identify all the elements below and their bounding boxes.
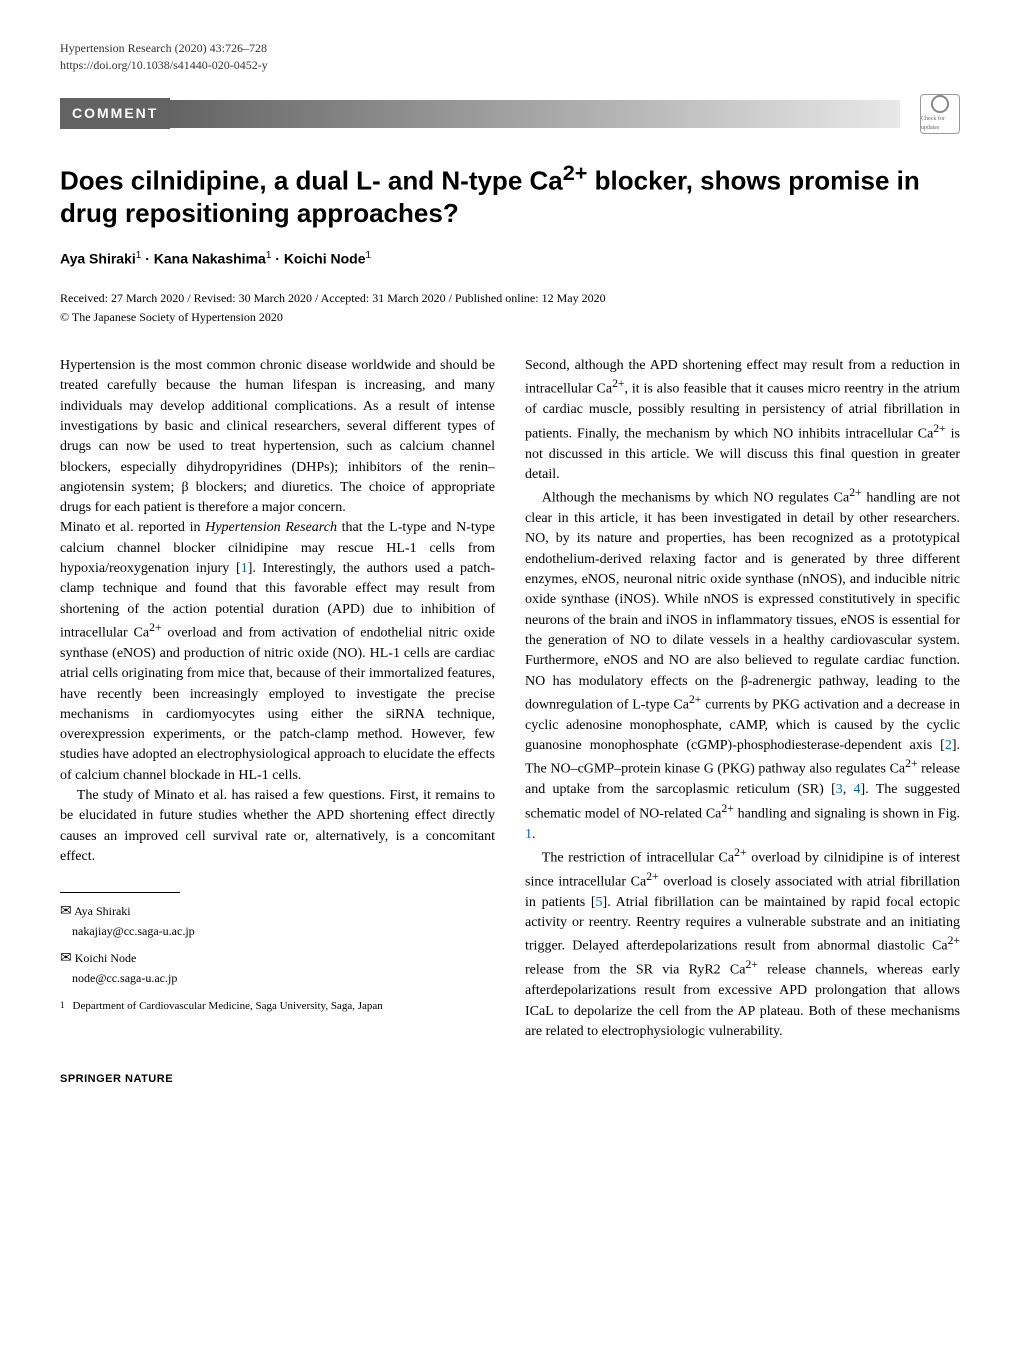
corresponding-author-1: ✉ Aya Shiraki nakajiay@cc.saga-u.ac.jp	[60, 901, 495, 940]
journal-header: Hypertension Research (2020) 43:726–728 …	[60, 40, 960, 74]
superscript: 2+	[149, 621, 161, 634]
corr-name: Koichi Node	[75, 951, 137, 965]
check-updates-icon	[931, 95, 949, 113]
corr-email[interactable]: nakajiay@cc.saga-u.ac.jp	[72, 924, 195, 938]
corresponding-author-2: ✉ Koichi Node node@cc.saga-u.ac.jp	[60, 948, 495, 987]
superscript: 2+	[734, 846, 746, 859]
superscript: 2+	[745, 958, 757, 971]
superscript: 2+	[948, 934, 960, 947]
superscript: 2+	[612, 377, 624, 390]
comment-label: COMMENT	[60, 98, 170, 130]
superscript: 2+	[689, 693, 701, 706]
citation-link[interactable]: 4	[854, 782, 861, 797]
paragraph: The restriction of intracellular Ca2+ ov…	[525, 845, 960, 1042]
dates-line: Received: 27 March 2020 / Revised: 30 Ma…	[60, 290, 960, 307]
corresponding-footer: ✉ Aya Shiraki nakajiay@cc.saga-u.ac.jp ✉…	[60, 892, 495, 1015]
affiliation-text: Department of Cardiovascular Medicine, S…	[73, 999, 383, 1015]
doi-link[interactable]: https://doi.org/10.1038/s41440-020-0452-…	[60, 57, 960, 74]
citation-link[interactable]: 5	[596, 895, 603, 910]
citation-link[interactable]: 2	[945, 738, 952, 753]
paragraph: Minato et al. reported in Hypertension R…	[60, 518, 495, 786]
journal-citation: Hypertension Research (2020) 43:726–728	[60, 40, 960, 57]
text: Although the mechanisms by which NO regu…	[542, 491, 849, 506]
superscript: 2+	[849, 486, 861, 499]
figure-link[interactable]: 1	[525, 827, 532, 842]
citation-link[interactable]: 1	[241, 561, 248, 576]
footer-rule	[60, 892, 180, 893]
authors-line: Aya Shiraki1 · Kana Nakashima1 · Koichi …	[60, 249, 960, 269]
article-type-bar: COMMENT Check for updates	[60, 94, 960, 134]
superscript: 2+	[933, 422, 945, 435]
envelope-icon: ✉	[60, 951, 72, 966]
corr-name: Aya Shiraki	[74, 904, 131, 918]
affiliation: 1 Department of Cardiovascular Medicine,…	[60, 999, 495, 1015]
text: overload and from activation of endothel…	[60, 626, 495, 783]
copyright-line: © The Japanese Society of Hypertension 2…	[60, 309, 960, 326]
check-updates-badge[interactable]: Check for updates	[920, 94, 960, 134]
text: .	[532, 827, 536, 842]
text: The restriction of intracellular Ca	[542, 851, 734, 866]
envelope-icon: ✉	[60, 904, 72, 919]
text: release from the SR via RyR2 Ca	[525, 963, 745, 978]
superscript: 2+	[721, 802, 733, 815]
article-body: Hypertension is the most common chronic …	[60, 356, 960, 1042]
journal-name-italic: Hypertension Research	[205, 520, 337, 535]
affiliation-number: 1	[60, 999, 65, 1015]
superscript: 2+	[905, 757, 917, 770]
citation-link[interactable]: 3	[836, 782, 843, 797]
check-updates-text: Check for updates	[921, 115, 959, 132]
text: handling and signaling is shown in Fig.	[734, 806, 960, 821]
paragraph: The study of Minato et al. has raised a …	[60, 786, 495, 867]
paragraph: Although the mechanisms by which NO regu…	[525, 485, 960, 845]
paragraph: Second, although the APD shortening effe…	[525, 356, 960, 485]
text: Minato et al. reported in	[60, 520, 205, 535]
paragraph: Hypertension is the most common chronic …	[60, 356, 495, 518]
corr-email[interactable]: node@cc.saga-u.ac.jp	[72, 971, 177, 985]
article-title: Does cilnidipine, a dual L- and N-type C…	[60, 159, 960, 230]
superscript: 2+	[646, 870, 658, 883]
comment-gradient	[170, 100, 900, 128]
publisher-footer: SPRINGER NATURE	[60, 1072, 960, 1087]
text: ,	[843, 782, 854, 797]
text: handling are not clear in this article, …	[525, 491, 960, 713]
